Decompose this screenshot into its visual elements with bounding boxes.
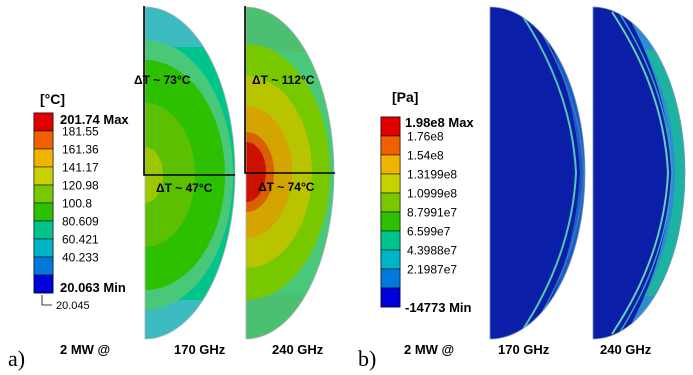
temperature-swatch-8 [34, 257, 53, 275]
stress-legend: [Pa] 1.98e8 Max 1.76e8 1.54e8 1.3199e8 1.09… [381, 89, 474, 315]
stress-swatch-7 [381, 250, 400, 269]
stress-min: -14773 Min [405, 300, 472, 315]
temperature-swatch-1 [34, 131, 53, 149]
stress-swatch-3 [381, 174, 400, 193]
stress-legend-ticks: 1.76e8 1.54e8 1.3199e8 1.0999e8 8.7991e7 6.59… [407, 130, 457, 277]
stress-swatch-6 [381, 231, 400, 250]
temperature-min-callout: 20.045 [56, 300, 90, 312]
delta-t-170-top: ΔT ~ 73°C [134, 73, 191, 87]
stress-map-240ghz [593, 7, 690, 339]
panel-a-power: 2 MW @ [60, 342, 110, 357]
panel-b-label: b) [358, 346, 376, 371]
temperature-swatch-9 [34, 275, 53, 293]
stress-unit: [Pa] [392, 89, 418, 105]
temperature-tick-label: 141.17 [62, 161, 99, 175]
temperature-tick-label: 60.421 [62, 233, 99, 247]
temperature-swatch-6 [34, 221, 53, 239]
temperature-tick-label: 80.609 [62, 215, 99, 229]
panel-b-power: 2 MW @ [404, 342, 454, 357]
temperature-colorbar-swatches [34, 113, 53, 293]
panel-a-freq-170: 170 GHz [174, 342, 226, 357]
stress-swatch-0 [381, 117, 400, 136]
temperature-swatch-5 [34, 203, 53, 221]
temperature-tick-label: 100.8 [62, 197, 92, 211]
temperature-tick-label: 181.55 [62, 125, 99, 139]
temperature-legend: [°C] 201.74 Max 181.55161.36141.17120.98… [34, 91, 129, 312]
stress-tick-label: 2.1987e7 [407, 263, 457, 277]
stress-swatch-9 [381, 288, 400, 307]
temperature-swatch-7 [34, 239, 53, 257]
delta-t-240-bottom: ΔT ~ 74°C [258, 180, 315, 194]
stress-swatch-4 [381, 193, 400, 212]
temperature-legend-ticks: 181.55 161.36 141.17 120.98 100.8 80.609 60.42… [62, 125, 99, 265]
stress-swatch-1 [381, 136, 400, 155]
stress-tick-label: 4.3988e7 [407, 244, 457, 258]
stress-swatch-5 [381, 212, 400, 231]
stress-swatch-8 [381, 269, 400, 288]
temperature-tick-label: 40.233 [62, 251, 99, 265]
temperature-swatch-4 [34, 185, 53, 203]
temperature-tick-label: 120.98 [62, 179, 99, 193]
stress-tick-label: 6.599e7 [407, 225, 451, 239]
temperature-min: 20.063 Min [60, 280, 126, 295]
temperature-unit: [°C] [40, 91, 65, 107]
temperature-swatch-3 [34, 167, 53, 185]
temperature-tick-label: 161.36 [62, 143, 99, 157]
temperature-swatch-0 [34, 113, 53, 131]
stress-tick-label: 8.7991e7 [407, 206, 457, 220]
temperature-swatch-2 [34, 149, 53, 167]
delta-t-240-top: ΔT ~ 112°C [252, 73, 315, 87]
delta-t-170-bottom: ΔT ~ 47°C [156, 181, 213, 195]
stress-tick-label: 1.0999e8 [407, 187, 457, 201]
stress-map-170ghz [490, 7, 600, 339]
panel-b-freq-240: 240 GHz [600, 342, 652, 357]
stress-tick-label: 1.54e8 [407, 149, 444, 163]
stress-max: 1.98e8 Max [405, 115, 474, 130]
panel-a-freq-240: 240 GHz [272, 342, 324, 357]
stress-colorbar-swatches [381, 117, 400, 307]
panel-b-freq-170: 170 GHz [498, 342, 550, 357]
min-callout-leader [42, 295, 52, 305]
panel-a-label: a) [8, 346, 25, 371]
stress-tick-label: 1.76e8 [407, 130, 444, 144]
stress-swatch-2 [381, 155, 400, 174]
stress-tick-label: 1.3199e8 [407, 168, 457, 182]
